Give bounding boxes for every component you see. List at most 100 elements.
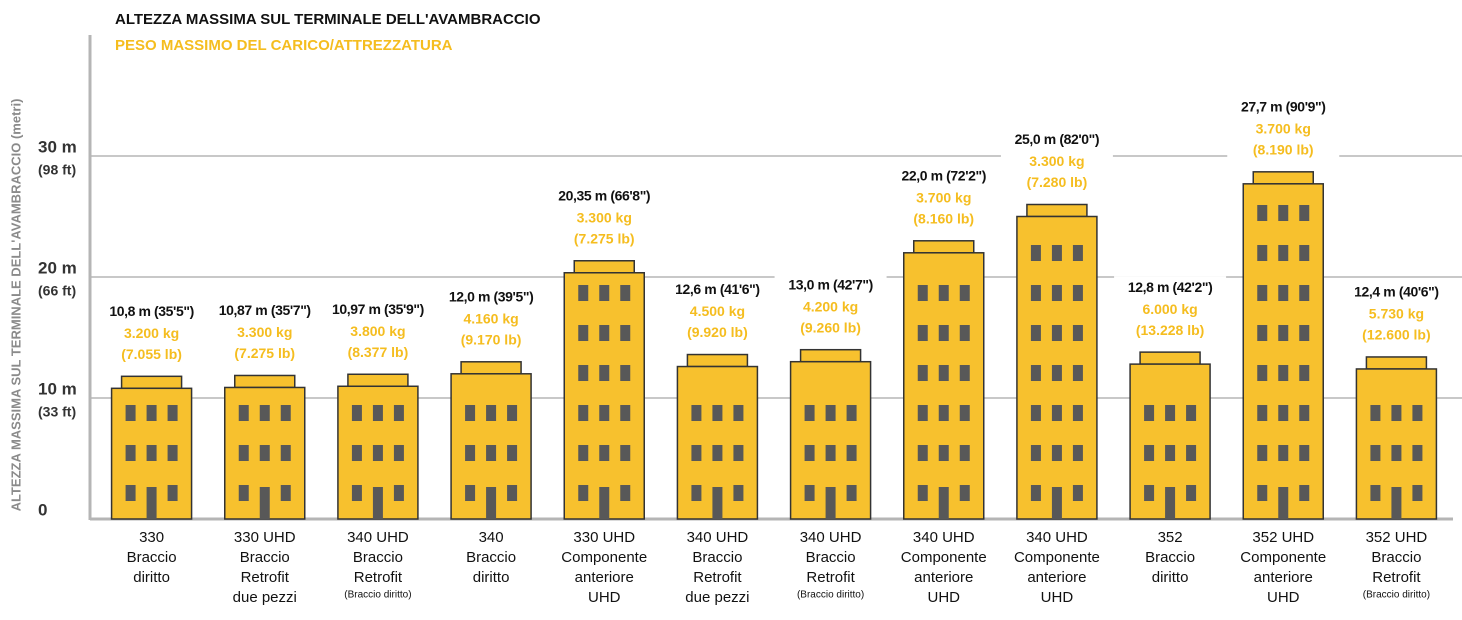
window bbox=[1073, 245, 1083, 261]
y-tick-label: 30 m bbox=[38, 137, 77, 156]
x-tick-label: Braccio bbox=[353, 549, 403, 566]
window bbox=[1257, 205, 1267, 221]
roof bbox=[348, 374, 408, 386]
window bbox=[1278, 445, 1288, 461]
x-tick-label: 352 bbox=[1158, 529, 1183, 546]
x-tick-label: Retrofit bbox=[1372, 569, 1421, 586]
window bbox=[847, 445, 857, 461]
roof bbox=[1366, 357, 1426, 369]
window bbox=[1031, 405, 1041, 421]
window bbox=[939, 365, 949, 381]
window bbox=[1391, 445, 1401, 461]
value-label: 12,6 m (41'6") bbox=[675, 281, 760, 297]
load-kg-label: 4.200 kg bbox=[803, 298, 858, 314]
window bbox=[1144, 485, 1154, 501]
window bbox=[126, 405, 136, 421]
window bbox=[918, 325, 928, 341]
window bbox=[281, 405, 291, 421]
value-label: 10,87 m (35'7") bbox=[219, 302, 311, 318]
window bbox=[126, 445, 136, 461]
door bbox=[1278, 487, 1288, 519]
x-tick-label: 352 UHD bbox=[1366, 529, 1428, 546]
window bbox=[465, 445, 475, 461]
window bbox=[620, 365, 630, 381]
window bbox=[939, 285, 949, 301]
window bbox=[1278, 285, 1288, 301]
door bbox=[712, 487, 722, 519]
load-lb-label: (7.055 lb) bbox=[121, 346, 182, 362]
window bbox=[352, 405, 362, 421]
window bbox=[918, 445, 928, 461]
window bbox=[1186, 445, 1196, 461]
x-tick-label: Braccio bbox=[806, 549, 856, 566]
window bbox=[805, 445, 815, 461]
window bbox=[960, 485, 970, 501]
value-label: 10,97 m (35'9") bbox=[332, 301, 424, 317]
roof bbox=[1140, 352, 1200, 364]
door bbox=[599, 487, 609, 519]
x-tick-label: Componente bbox=[561, 549, 647, 566]
window bbox=[1031, 325, 1041, 341]
load-kg-label: 6.000 kg bbox=[1142, 301, 1197, 317]
window bbox=[805, 485, 815, 501]
window bbox=[1278, 325, 1288, 341]
x-tick-label: Retrofit bbox=[241, 569, 290, 586]
window bbox=[1031, 485, 1041, 501]
x-tick-label: 340 UHD bbox=[347, 529, 409, 546]
window bbox=[1412, 405, 1422, 421]
value-label: 20,35 m (66'8") bbox=[558, 187, 650, 203]
value-label: 12,0 m (39'5") bbox=[449, 289, 534, 305]
load-lb-label: (8.190 lb) bbox=[1253, 142, 1314, 158]
load-lb-label: (9.260 lb) bbox=[800, 319, 861, 335]
window bbox=[620, 285, 630, 301]
x-tick-label: 330 UHD bbox=[573, 529, 635, 546]
roof bbox=[914, 241, 974, 253]
window bbox=[1031, 365, 1041, 381]
window bbox=[394, 405, 404, 421]
window bbox=[1257, 325, 1267, 341]
window bbox=[1299, 205, 1309, 221]
window bbox=[147, 405, 157, 421]
window bbox=[620, 485, 630, 501]
window bbox=[465, 405, 475, 421]
x-tick-label: due pezzi bbox=[233, 589, 297, 606]
y-tick-sublabel: (66 ft) bbox=[38, 283, 76, 299]
y-tick-sublabel: (98 ft) bbox=[38, 162, 76, 178]
window bbox=[918, 405, 928, 421]
window bbox=[578, 445, 588, 461]
load-lb-label: (9.170 lb) bbox=[461, 332, 522, 348]
value-label: 13,0 m (42'7") bbox=[788, 276, 873, 292]
load-lb-label: (8.160 lb) bbox=[913, 211, 974, 227]
y-tick-label: 10 m bbox=[38, 379, 77, 398]
window bbox=[1412, 445, 1422, 461]
window bbox=[918, 365, 928, 381]
x-tick-label: anteriore bbox=[914, 569, 973, 586]
window bbox=[733, 445, 743, 461]
load-lb-label: (8.377 lb) bbox=[348, 344, 409, 360]
bar bbox=[1243, 184, 1323, 519]
window bbox=[939, 405, 949, 421]
load-kg-label: 3.700 kg bbox=[916, 190, 971, 206]
window bbox=[1278, 205, 1288, 221]
window bbox=[1052, 245, 1062, 261]
x-tick-label: diritto bbox=[473, 569, 510, 586]
load-lb-label: (9.920 lb) bbox=[687, 324, 748, 340]
window bbox=[960, 445, 970, 461]
window bbox=[960, 365, 970, 381]
load-lb-label: (7.280 lb) bbox=[1027, 174, 1088, 190]
window bbox=[578, 365, 588, 381]
window bbox=[1257, 285, 1267, 301]
window bbox=[826, 405, 836, 421]
chart-subtitle: PESO MASSIMO DEL CARICO/ATTREZZATURA bbox=[115, 37, 453, 54]
window bbox=[1370, 485, 1380, 501]
x-tick-label: 340 UHD bbox=[687, 529, 749, 546]
load-lb-label: (13.228 lb) bbox=[1136, 322, 1204, 338]
roof bbox=[574, 261, 634, 273]
window bbox=[1299, 365, 1309, 381]
door bbox=[373, 487, 383, 519]
window bbox=[599, 405, 609, 421]
door bbox=[147, 487, 157, 519]
door bbox=[1165, 487, 1175, 519]
window bbox=[1412, 485, 1422, 501]
roof bbox=[122, 376, 182, 388]
